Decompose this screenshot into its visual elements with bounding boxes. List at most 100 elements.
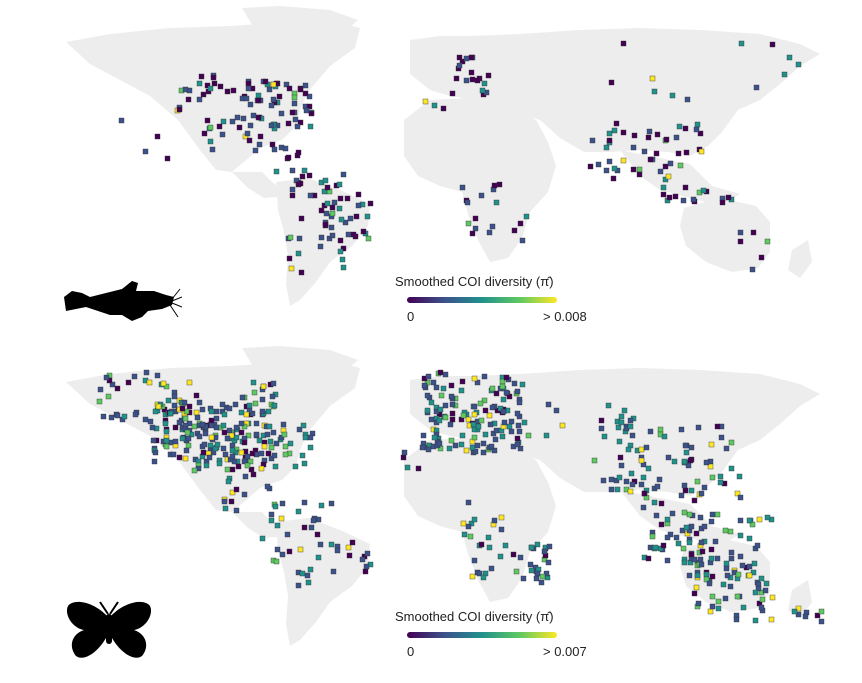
diversity-cell (514, 435, 521, 442)
diversity-cell (142, 148, 149, 155)
diversity-cell (176, 419, 183, 426)
diversity-cell (683, 524, 690, 531)
diversity-cell (708, 555, 715, 562)
diversity-cell (459, 378, 466, 385)
diversity-cell (682, 125, 689, 132)
diversity-cell (463, 77, 470, 84)
diversity-cell (600, 477, 607, 484)
diversity-cell (638, 446, 645, 453)
diversity-cell (449, 416, 456, 423)
diversity-cell (132, 411, 139, 418)
diversity-cell (322, 221, 329, 228)
diversity-cell (307, 566, 314, 573)
diversity-cell (307, 444, 314, 451)
diversity-cell (764, 514, 771, 521)
diversity-cell (274, 522, 281, 529)
diversity-cell (499, 383, 506, 390)
diversity-cell (442, 402, 449, 409)
diversity-cell (688, 523, 695, 530)
diversity-cell (658, 521, 665, 528)
diversity-cell (328, 224, 335, 231)
diversity-cell (476, 570, 483, 577)
diversity-cell (285, 120, 292, 127)
diversity-cell (688, 551, 695, 558)
diversity-cell (603, 144, 610, 151)
diversity-cell (621, 407, 628, 414)
diversity-cell (307, 123, 314, 130)
diversity-cell (534, 570, 541, 577)
diversity-cell (618, 462, 625, 469)
diversity-cell (303, 107, 310, 114)
diversity-cell (746, 517, 753, 524)
diversity-cell (272, 503, 279, 510)
diversity-cell (664, 534, 671, 541)
diversity-cell (697, 514, 704, 521)
diversity-cells-butterfly (96, 369, 825, 625)
diversity-cell (347, 215, 354, 222)
diversity-cell (208, 408, 215, 415)
diversity-cell (355, 191, 362, 198)
diversity-cell (802, 613, 809, 620)
diversity-cell (703, 576, 710, 583)
diversity-cell (318, 234, 325, 241)
diversity-cell (472, 448, 479, 455)
diversity-cell (697, 556, 704, 563)
diversity-cell (201, 130, 208, 137)
diversity-cell (268, 455, 275, 462)
diversity-cell (684, 96, 691, 103)
diversity-cell (245, 85, 252, 92)
diversity-cell (640, 474, 647, 481)
diversity-cell (442, 414, 449, 421)
diversity-cell (543, 432, 550, 439)
legend-max-label: > 0.007 (543, 644, 587, 659)
diversity-cell (708, 441, 715, 448)
diversity-cell (100, 413, 107, 420)
diversity-cell (656, 476, 663, 483)
diversity-cell (314, 531, 321, 538)
diversity-cell (545, 559, 552, 566)
diversity-cell (431, 102, 438, 109)
diversity-cell (350, 231, 357, 238)
diversity-cell (515, 422, 522, 429)
diversity-cell (471, 434, 478, 441)
diversity-cell (768, 616, 775, 623)
diversity-cell (210, 74, 217, 81)
diversity-cell (759, 596, 766, 603)
diversity-cell (628, 470, 635, 477)
diversity-cell (238, 429, 245, 436)
diversity-cell (247, 101, 254, 108)
diversity-cell (121, 413, 128, 420)
diversity-cell (508, 418, 515, 425)
diversity-cell (608, 476, 615, 483)
diversity-cell (707, 608, 714, 615)
diversity-cell (436, 417, 443, 424)
diversity-cell (449, 401, 456, 408)
diversity-cell (226, 427, 233, 434)
diversity-cell (698, 490, 705, 497)
diversity-cell (308, 110, 315, 117)
diversity-cell (629, 481, 636, 488)
diversity-cell (279, 551, 286, 558)
diversity-cell (749, 266, 756, 273)
diversity-cell (199, 421, 206, 428)
diversity-cell (421, 382, 428, 389)
diversity-cell (271, 146, 278, 153)
diversity-cell (503, 389, 510, 396)
diversity-cell (698, 561, 705, 568)
diversity-cell (265, 450, 272, 457)
diversity-cell (694, 121, 701, 128)
diversity-cell (690, 196, 697, 203)
diversity-cell (143, 369, 150, 376)
diversity-cell (491, 517, 498, 524)
diversity-cell (683, 149, 690, 156)
diversity-cell (736, 473, 743, 480)
diversity-cell (746, 535, 753, 542)
diversity-cell (497, 405, 504, 412)
diversity-cell (216, 460, 223, 467)
diversity-cell (255, 97, 262, 104)
diversity-cell (517, 220, 524, 227)
diversity-cell (299, 452, 306, 459)
diversity-cell (318, 207, 325, 214)
diversity-cell (651, 499, 658, 506)
diversity-cell (636, 171, 643, 178)
